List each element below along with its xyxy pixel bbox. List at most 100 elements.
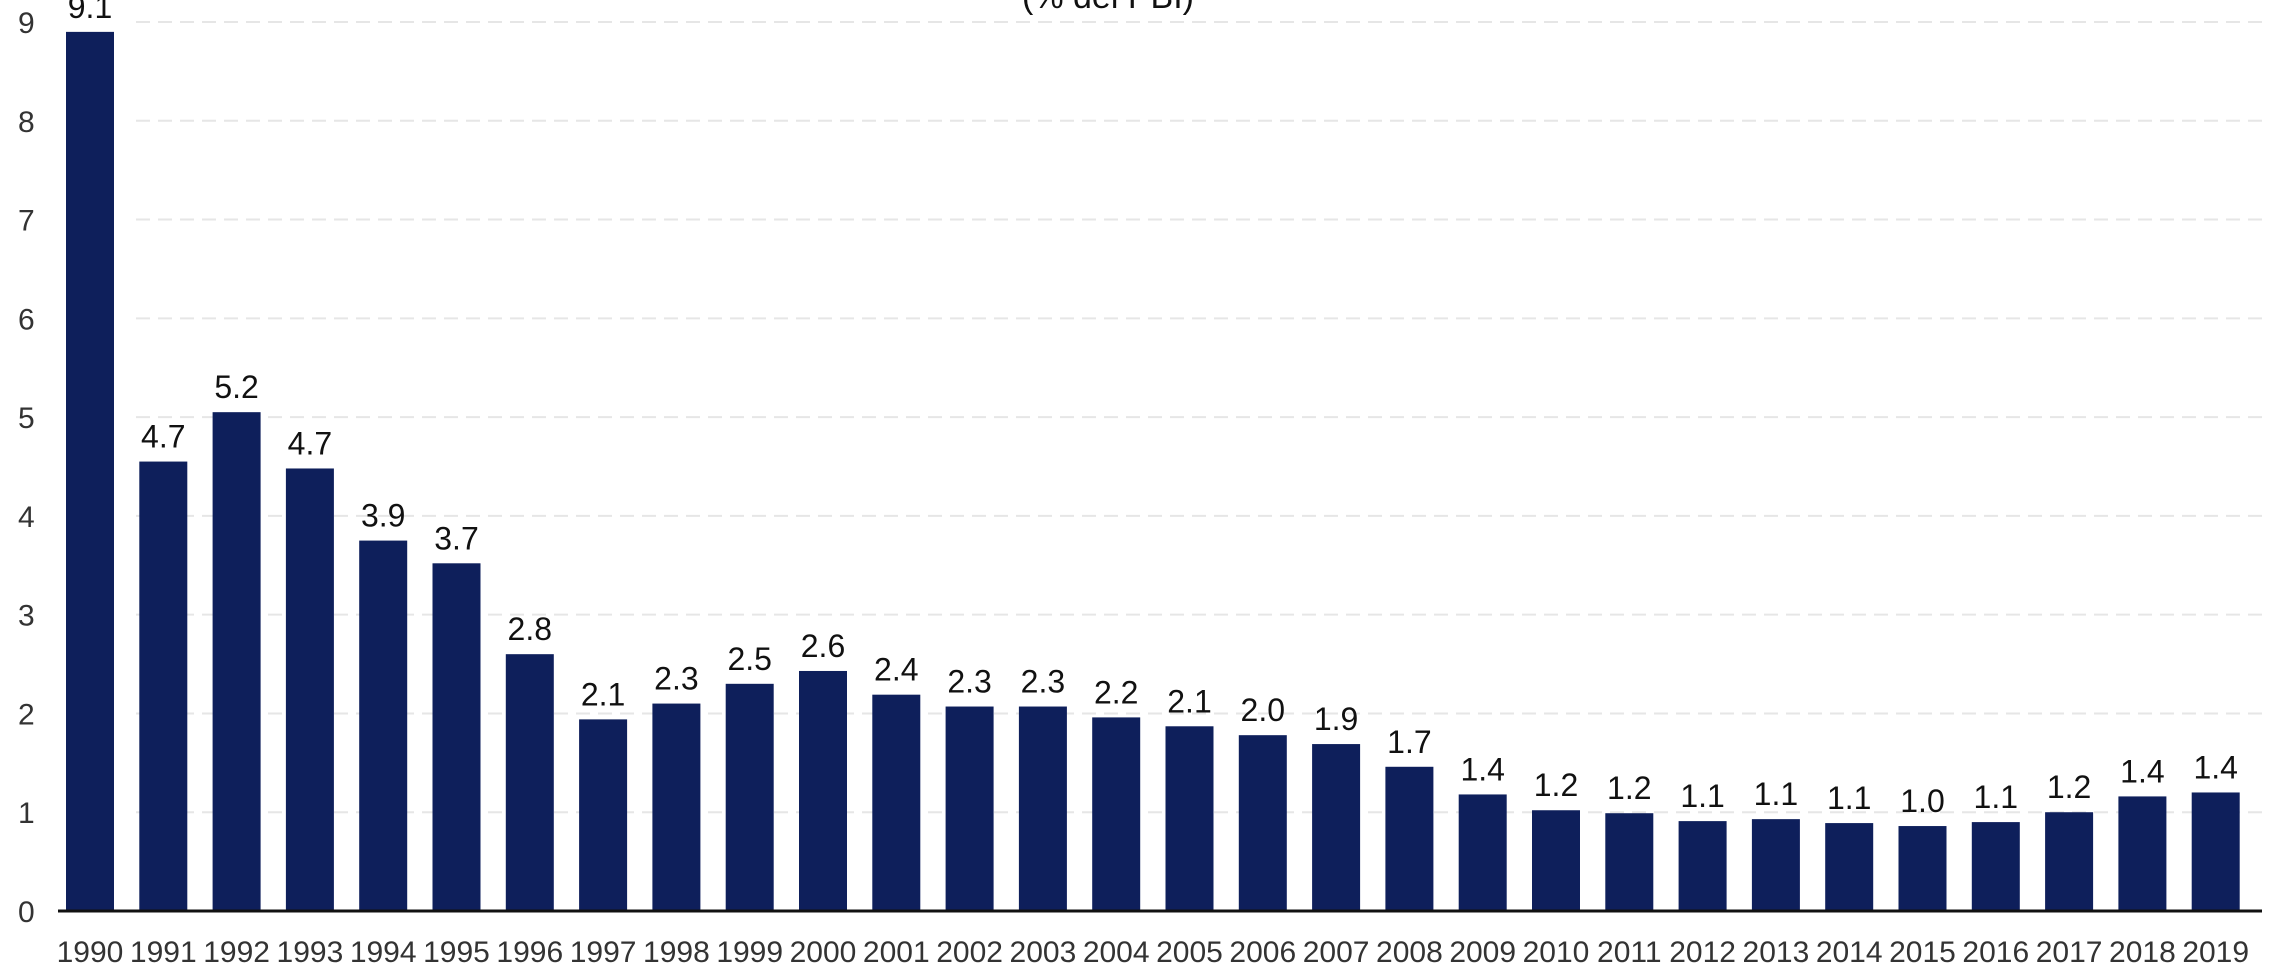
bar-2014 <box>1825 823 1874 911</box>
x-tick-label: 2000 <box>790 936 857 966</box>
bar-2007 <box>1312 744 1361 911</box>
x-tick-label: 2004 <box>1083 936 1150 966</box>
y-tick-label: 3 <box>18 600 35 633</box>
bar-2011 <box>1605 813 1654 911</box>
x-tick-label: 2007 <box>1303 936 1370 966</box>
data-label-2005: 2.1 <box>1167 683 1211 719</box>
x-axis-ticks: 1990 1991 1992 1993 1994 1995 1996 1997 1998 1999… <box>57 936 2249 966</box>
data-label-2016: 1.1 <box>1974 779 2018 815</box>
x-tick-label: 1997 <box>570 936 637 966</box>
data-label-2002: 2.3 <box>947 664 991 700</box>
data-label-2019: 1.4 <box>2193 749 2237 785</box>
bar-2005 <box>1165 726 1214 911</box>
data-label-2008: 1.7 <box>1387 724 1431 760</box>
x-tick-label: 2011 <box>1597 936 1662 966</box>
bar-2019 <box>2191 792 2240 911</box>
bar-2010 <box>1532 810 1580 911</box>
data-label-1997: 2.1 <box>581 676 625 712</box>
data-label-2010: 1.2 <box>1534 767 1578 803</box>
y-tick-label: 1 <box>18 797 35 830</box>
data-label-2007: 1.9 <box>1314 701 1358 737</box>
x-tick-label: 2016 <box>1962 936 2029 966</box>
x-tick-label: 2002 <box>936 936 1003 966</box>
data-label-2000: 2.6 <box>801 628 845 664</box>
bar-2006 <box>1238 735 1287 911</box>
bar-1994 <box>359 540 408 911</box>
bar-1990 <box>66 31 114 911</box>
data-label-2004: 2.2 <box>1094 674 1138 710</box>
bar-2016 <box>1971 822 2020 911</box>
bar-2009 <box>1458 794 1507 911</box>
data-label-1995: 3.7 <box>434 520 478 556</box>
data-label-1998: 2.3 <box>654 661 698 697</box>
data-label-1994: 3.9 <box>361 498 405 534</box>
y-tick-label: 2 <box>18 698 35 731</box>
bar-2003 <box>1018 706 1067 911</box>
x-tick-label: 1991 <box>130 936 197 966</box>
bar-2018 <box>2118 796 2167 911</box>
bar-2012 <box>1678 821 1727 911</box>
bar-1999 <box>725 683 774 911</box>
data-label-2011: 1.2 <box>1607 770 1651 806</box>
bar-2001 <box>872 694 921 911</box>
x-tick-label: 2005 <box>1156 936 1223 966</box>
bar-1998 <box>652 703 701 911</box>
bar-1992 <box>212 412 261 911</box>
bar-1995 <box>432 563 481 911</box>
y-tick-label: 8 <box>18 106 35 139</box>
bar-1991 <box>139 461 188 911</box>
data-label-1996: 2.8 <box>508 611 552 647</box>
y-tick-label: 6 <box>18 303 35 336</box>
bar-2002 <box>945 706 994 911</box>
bar-2004 <box>1092 717 1141 911</box>
bar-1996 <box>505 654 554 911</box>
x-tick-label: 1998 <box>643 936 710 966</box>
chart-subtitle: (% del PBI) <box>1022 0 1194 16</box>
x-tick-label: 2018 <box>2109 936 2176 966</box>
y-tick-label: 9 <box>18 7 35 40</box>
x-tick-label: 2013 <box>1743 936 1810 966</box>
x-tick-label: 1994 <box>350 936 417 966</box>
x-tick-label: 2001 <box>863 936 930 966</box>
x-tick-label: 2009 <box>1449 936 1516 966</box>
data-label-2018: 1.4 <box>2120 753 2164 789</box>
data-label-1991: 4.7 <box>141 419 185 455</box>
x-tick-label: 2015 <box>1889 936 1956 966</box>
data-label-2012: 1.1 <box>1680 778 1724 814</box>
x-tick-label: 1992 <box>203 936 270 966</box>
x-tick-label: 2008 <box>1376 936 1443 966</box>
x-tick-label: 2010 <box>1523 936 1590 966</box>
data-label-1992: 5.2 <box>214 369 258 405</box>
bar-2015 <box>1898 826 1947 911</box>
x-tick-label: 1990 <box>57 936 124 966</box>
data-label-2006: 2.0 <box>1241 692 1285 728</box>
bar-2000 <box>799 670 847 911</box>
gridlines <box>136 21 2262 814</box>
data-label-2014: 1.1 <box>1827 780 1871 816</box>
x-tick-label: 2003 <box>1010 936 1077 966</box>
bar-2013 <box>1751 819 1800 911</box>
bar-2017 <box>2045 812 2094 911</box>
x-tick-label: 2017 <box>2036 936 2103 966</box>
x-tick-label: 1999 <box>716 936 783 966</box>
x-tick-label: 2014 <box>1816 936 1883 966</box>
data-labels: 9.1 4.7 5.2 4.7 3.9 3.7 2.8 2.1 2.3 2.5 2.6 2.4 2.3 2… <box>68 0 2238 819</box>
data-label-2003: 2.3 <box>1021 664 1065 700</box>
data-label-2015: 1.0 <box>1900 783 1944 819</box>
x-tick-label: 2019 <box>2182 936 2249 966</box>
y-tick-label: 7 <box>18 205 35 238</box>
data-label-1993: 4.7 <box>288 425 332 461</box>
data-label-2017: 1.2 <box>2047 769 2091 805</box>
data-label-1999: 2.5 <box>727 641 771 677</box>
data-label-2001: 2.4 <box>874 652 918 688</box>
x-tick-label: 1993 <box>277 936 344 966</box>
data-label-1990: 9.1 <box>68 0 112 25</box>
x-tick-label: 1995 <box>423 936 490 966</box>
bar-1993 <box>285 468 334 911</box>
y-tick-label: 5 <box>18 402 35 435</box>
x-tick-label: 2012 <box>1669 936 1736 966</box>
bar-1997 <box>579 719 628 911</box>
data-label-2009: 1.4 <box>1460 751 1504 787</box>
bars <box>66 31 2240 911</box>
